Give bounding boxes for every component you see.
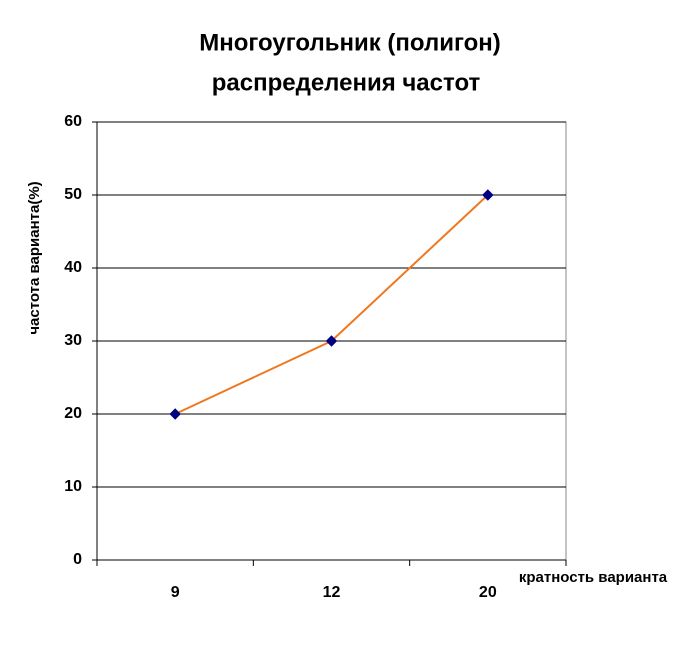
marker (482, 189, 494, 201)
x-tick-label: 9 (171, 584, 180, 601)
x-tick-label: 12 (323, 584, 341, 601)
y-tick-label: 50 (64, 186, 82, 203)
y-tick-label: 20 (64, 405, 82, 422)
x-tick-label: 20 (479, 584, 497, 601)
marker (325, 335, 338, 347)
y-tick-label: 30 (64, 332, 82, 349)
chart-title: Многоугольник (полигон) (199, 29, 501, 56)
y-tick-label: 0 (73, 551, 82, 568)
y-axis-label: частота варианта(%) (26, 181, 43, 334)
y-tick-label: 10 (64, 478, 82, 495)
x-axis-label: кратность варианта (519, 569, 668, 586)
marker (169, 408, 181, 420)
y-tick-label: 40 (64, 259, 82, 276)
series-line (174, 194, 489, 415)
y-tick-label: 60 (64, 113, 82, 130)
chart-title: распределения частот (212, 69, 481, 96)
